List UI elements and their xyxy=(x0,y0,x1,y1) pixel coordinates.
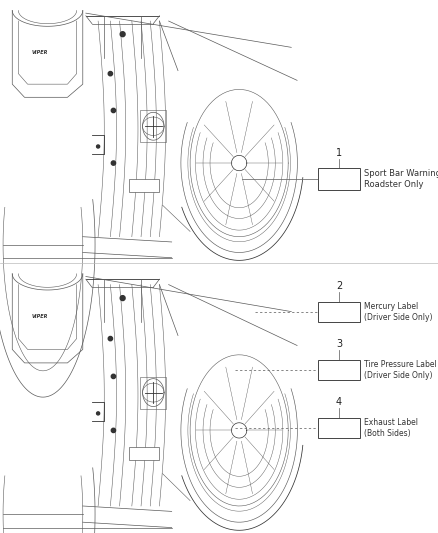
Circle shape xyxy=(111,108,116,112)
Bar xyxy=(318,168,360,190)
Text: 4: 4 xyxy=(336,397,342,407)
Bar xyxy=(129,447,159,460)
Text: Exhaust Label
(Both Sides): Exhaust Label (Both Sides) xyxy=(364,418,418,438)
Bar xyxy=(318,302,360,322)
Circle shape xyxy=(108,336,113,341)
Circle shape xyxy=(120,32,125,37)
Circle shape xyxy=(96,412,99,415)
Text: VIPER: VIPER xyxy=(32,50,48,55)
Circle shape xyxy=(111,428,116,433)
Circle shape xyxy=(96,145,99,148)
Bar xyxy=(129,179,159,192)
Circle shape xyxy=(108,71,113,76)
Bar xyxy=(318,360,360,380)
Text: VIPER: VIPER xyxy=(32,314,48,319)
Bar xyxy=(318,418,360,438)
Text: 3: 3 xyxy=(336,339,342,349)
Circle shape xyxy=(120,296,125,301)
Text: Mercury Label
(Driver Side Only): Mercury Label (Driver Side Only) xyxy=(364,302,432,322)
Circle shape xyxy=(111,161,116,165)
Text: 1: 1 xyxy=(336,148,342,158)
Circle shape xyxy=(111,374,116,378)
Text: 2: 2 xyxy=(336,281,342,291)
Text: Sport Bar Warning
Roadster Only: Sport Bar Warning Roadster Only xyxy=(364,169,438,189)
Text: Tire Pressure Label
(Driver Side Only): Tire Pressure Label (Driver Side Only) xyxy=(364,360,437,380)
Bar xyxy=(141,110,166,142)
Bar xyxy=(141,376,166,409)
